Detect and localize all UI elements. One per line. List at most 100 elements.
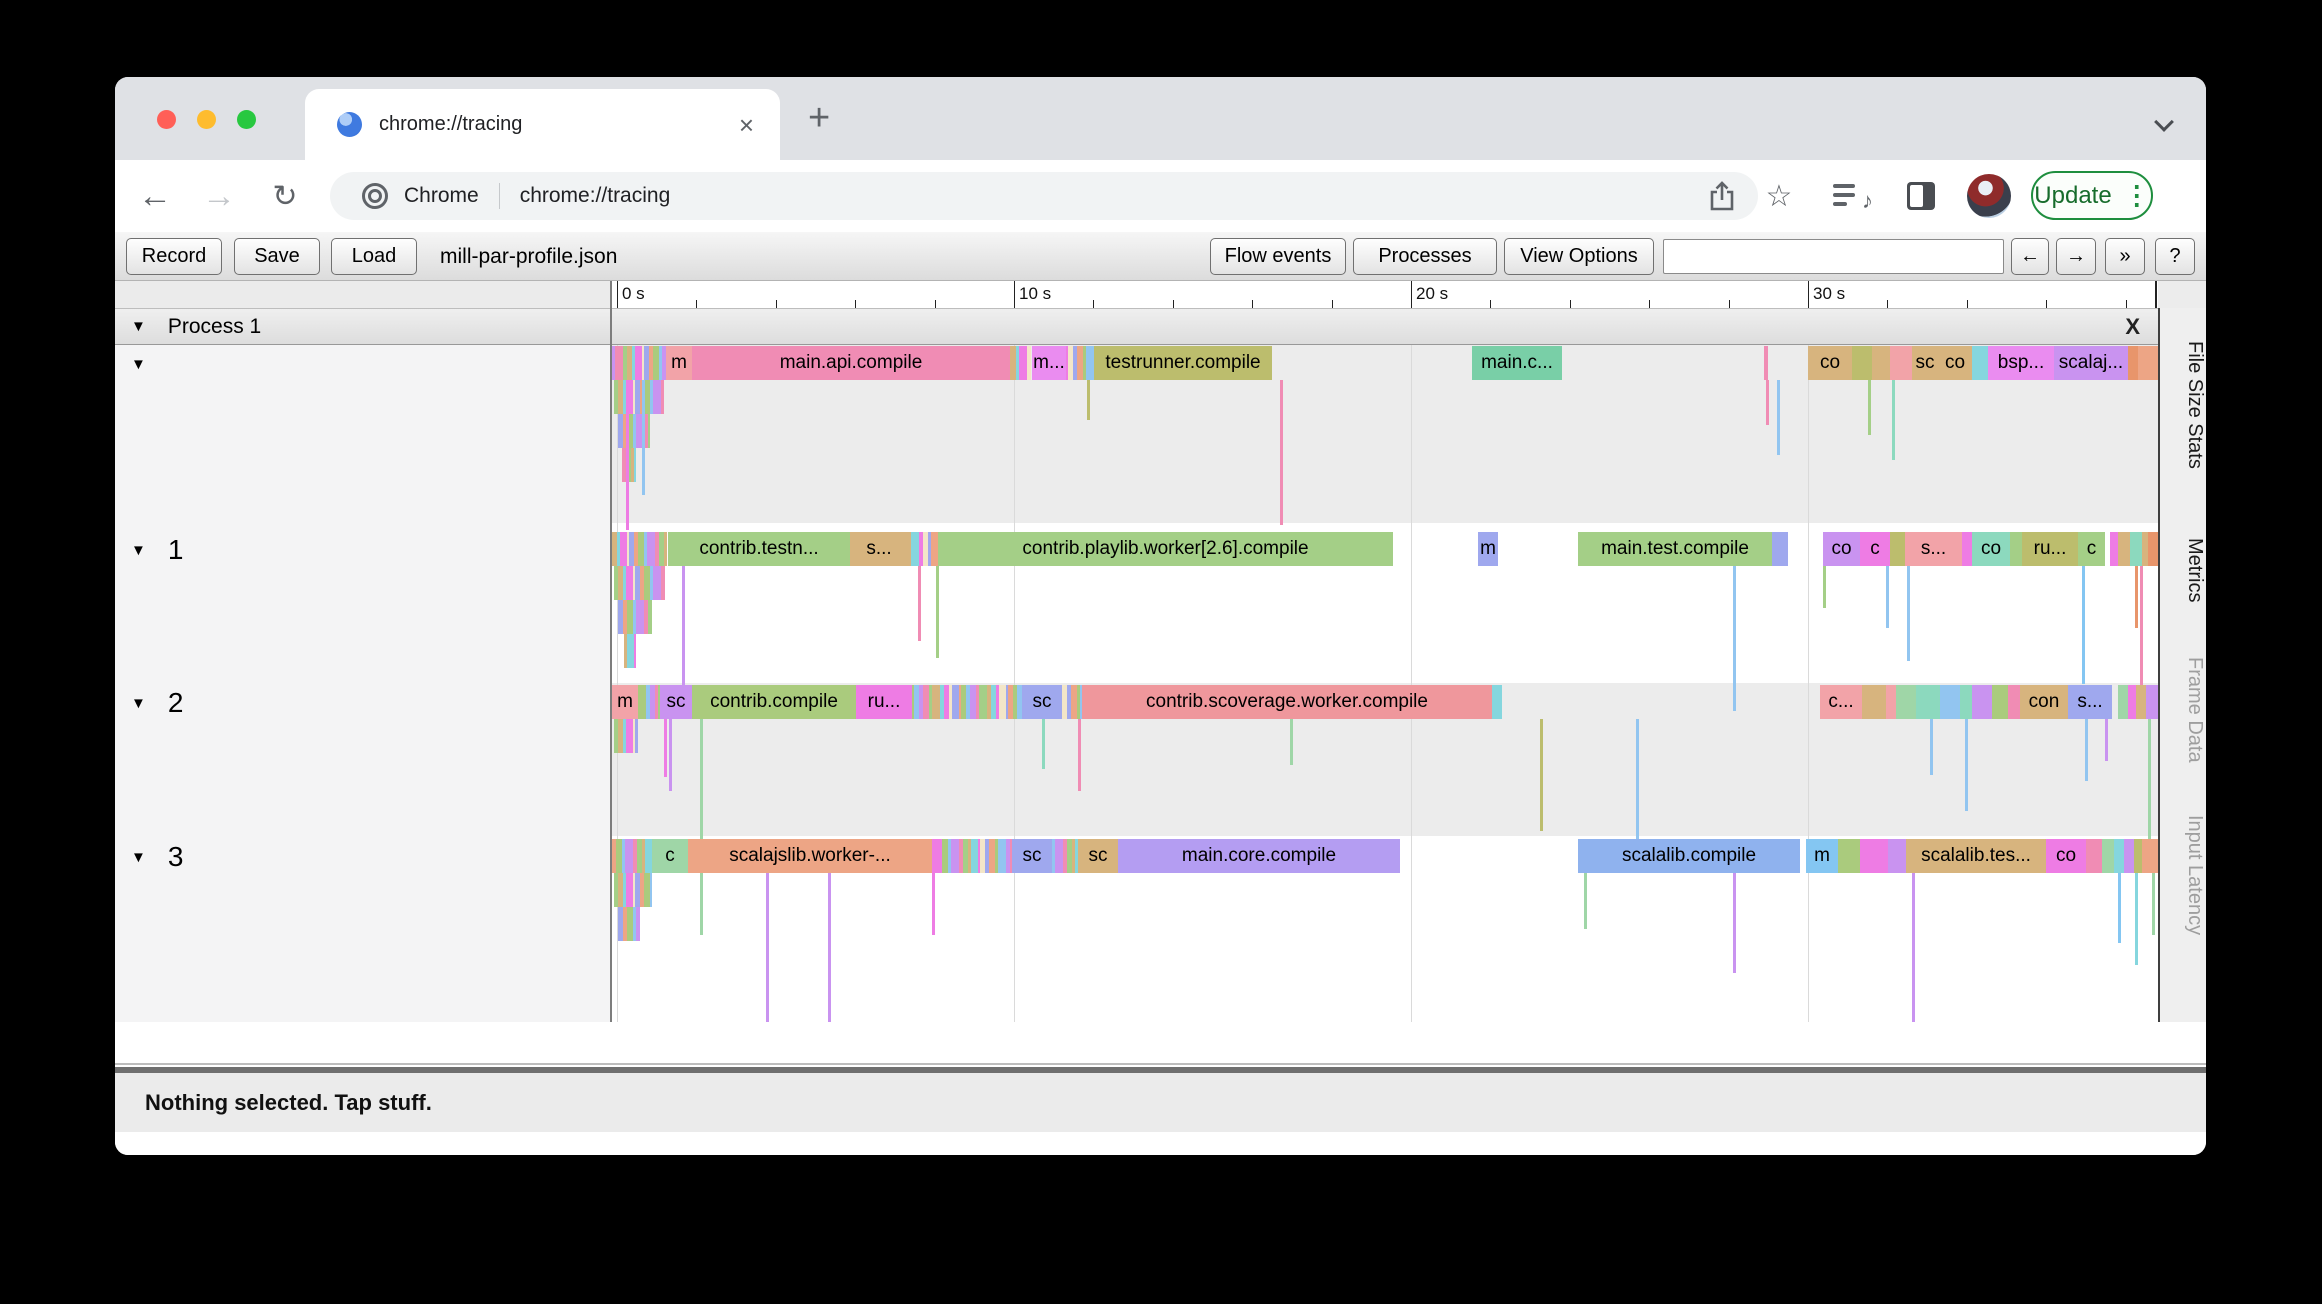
trace-slice[interactable] — [2086, 839, 2102, 873]
trace-slice-cluster[interactable] — [961, 685, 966, 719]
trace-slice[interactable] — [1972, 346, 1988, 380]
trace-slice[interactable]: contrib.playlib.worker[2.6].compile — [938, 532, 1393, 566]
trace-slice[interactable] — [1764, 346, 1768, 380]
trace-slice-cluster[interactable] — [629, 532, 634, 566]
sidebar-tab-metrics[interactable]: Metrics — [2184, 537, 2206, 603]
trace-slice-cluster[interactable] — [1017, 685, 1022, 719]
trace-slice-cluster[interactable] — [991, 685, 996, 719]
trace-slice-cluster[interactable] — [987, 685, 991, 719]
trace-slice[interactable] — [2118, 685, 2128, 719]
bookmark-star-icon[interactable]: ☆ — [1765, 179, 1793, 213]
trace-slice-cluster[interactable] — [985, 839, 989, 873]
save-button[interactable]: Save — [234, 238, 320, 275]
trace-slice-cluster[interactable] — [618, 907, 623, 941]
trace-slice-cluster[interactable] — [627, 532, 629, 566]
trace-slice-cluster[interactable] — [949, 685, 952, 719]
trace-slice[interactable] — [1890, 346, 1912, 380]
trace-slice[interactable] — [2128, 685, 2136, 719]
trace-slice[interactable] — [1890, 532, 1905, 566]
trace-slice-cluster[interactable] — [612, 532, 617, 566]
trace-slice[interactable] — [1838, 839, 1860, 873]
tab-close-icon[interactable]: × — [738, 109, 754, 140]
trace-slice-cluster[interactable] — [625, 839, 633, 873]
trace-slice[interactable] — [1888, 839, 1906, 873]
trace-slice-cluster[interactable] — [1062, 685, 1067, 719]
trace-slice-cluster[interactable] — [627, 600, 633, 634]
trace-slice[interactable]: co — [2046, 839, 2086, 873]
trace-slice-cluster[interactable] — [618, 414, 623, 448]
trace-slice[interactable] — [1872, 346, 1890, 380]
trace-slice-cluster[interactable] — [912, 685, 914, 719]
trace-slice-cluster[interactable] — [931, 532, 938, 566]
trace-slice[interactable] — [1896, 685, 1916, 719]
trace-slice-cluster[interactable] — [642, 839, 645, 873]
trace-slice-cluster[interactable] — [636, 600, 644, 634]
trace-slice-cluster[interactable] — [1055, 839, 1063, 873]
trace-slice-cluster[interactable] — [627, 907, 633, 941]
trace-slice[interactable] — [1860, 839, 1888, 873]
trace-slice-cluster[interactable] — [623, 907, 627, 941]
trace-slice-cluster[interactable] — [644, 414, 648, 448]
trace-slice-cluster[interactable] — [664, 532, 667, 566]
trace-slice-cluster[interactable] — [634, 634, 636, 668]
find-previous-button[interactable]: ← — [2011, 238, 2049, 275]
trace-slice-cluster[interactable] — [648, 414, 650, 448]
trace-slice-cluster[interactable] — [626, 380, 633, 414]
trace-slice-cluster[interactable] — [633, 907, 636, 941]
trace-slice-cluster[interactable] — [632, 346, 635, 380]
trace-slice[interactable] — [2138, 346, 2158, 380]
trace-slice-cluster[interactable] — [980, 839, 985, 873]
trace-slice-cluster[interactable] — [633, 719, 635, 753]
trace-slice-cluster[interactable] — [618, 873, 623, 907]
trace-slice[interactable]: s... — [2068, 685, 2112, 719]
trace-slice-cluster[interactable] — [623, 414, 627, 448]
trace-slice-cluster[interactable] — [661, 566, 665, 600]
trace-slice-cluster[interactable] — [1080, 685, 1082, 719]
trace-slice-cluster[interactable] — [659, 532, 664, 566]
trace-slice[interactable]: s... — [1905, 532, 1962, 566]
flow-events-button[interactable]: Flow events — [1210, 238, 1346, 275]
trace-slice-cluster[interactable] — [1072, 839, 1075, 873]
reload-button[interactable]: ↻ — [272, 179, 298, 213]
trace-slice-cluster[interactable] — [658, 685, 660, 719]
trace-slice[interactable] — [1492, 685, 1502, 719]
trace-slice-cluster[interactable] — [615, 346, 623, 380]
trace-slice-cluster[interactable] — [618, 719, 623, 753]
tab-chrome-tracing[interactable]: chrome://tracing × — [305, 89, 780, 160]
trace-slice-cluster[interactable] — [623, 346, 627, 380]
trace-slice-cluster[interactable] — [1010, 346, 1016, 380]
trace-slice-cluster[interactable] — [995, 839, 998, 873]
trace-slice-cluster[interactable] — [634, 532, 638, 566]
status-divider-dark[interactable] — [115, 1067, 2206, 1073]
trace-slice[interactable]: main.api.compile — [692, 346, 1010, 380]
trace-slice-cluster[interactable] — [622, 448, 626, 482]
more-button[interactable]: » — [2105, 238, 2145, 275]
trace-slice-cluster[interactable] — [633, 414, 636, 448]
trace-slice[interactable] — [2010, 532, 2022, 566]
trace-slice-cluster[interactable] — [627, 634, 634, 668]
track-collapse-arrow-icon[interactable]: ▼ — [131, 694, 146, 712]
trace-slice[interactable]: main.c... — [1472, 346, 1562, 380]
trace-slice-cluster[interactable] — [1073, 346, 1077, 380]
trace-slice-cluster[interactable] — [1006, 839, 1010, 873]
trace-slice-cluster[interactable] — [999, 685, 1006, 719]
trace-slice[interactable]: sc — [660, 685, 692, 719]
timeline-viewport[interactable]: m main.api.compile m... testrunner.compile m… — [612, 345, 2158, 1022]
trace-slice[interactable]: m — [1478, 532, 1498, 566]
trace-slice[interactable] — [1962, 532, 1972, 566]
trace-slice-cluster[interactable] — [1083, 346, 1086, 380]
trace-slice[interactable] — [2146, 685, 2158, 719]
track-label-row[interactable]: ▼ 2 — [115, 685, 610, 721]
trace-slice-cluster[interactable] — [919, 685, 923, 719]
find-next-button[interactable]: → — [2056, 238, 2096, 275]
trace-slice-cluster[interactable] — [919, 532, 923, 566]
trace-slice-cluster[interactable] — [650, 873, 652, 907]
process-header[interactable]: ▼ Process 1 X — [115, 308, 2158, 345]
trace-slice-cluster[interactable] — [655, 532, 659, 566]
trace-slice-cluster[interactable] — [650, 685, 655, 719]
trace-slice-cluster[interactable] — [928, 532, 931, 566]
trace-slice-cluster[interactable] — [968, 839, 971, 873]
trace-slice-cluster[interactable] — [970, 685, 976, 719]
trace-slice[interactable]: bsp... — [1988, 346, 2054, 380]
trace-slice-cluster[interactable] — [614, 566, 618, 600]
